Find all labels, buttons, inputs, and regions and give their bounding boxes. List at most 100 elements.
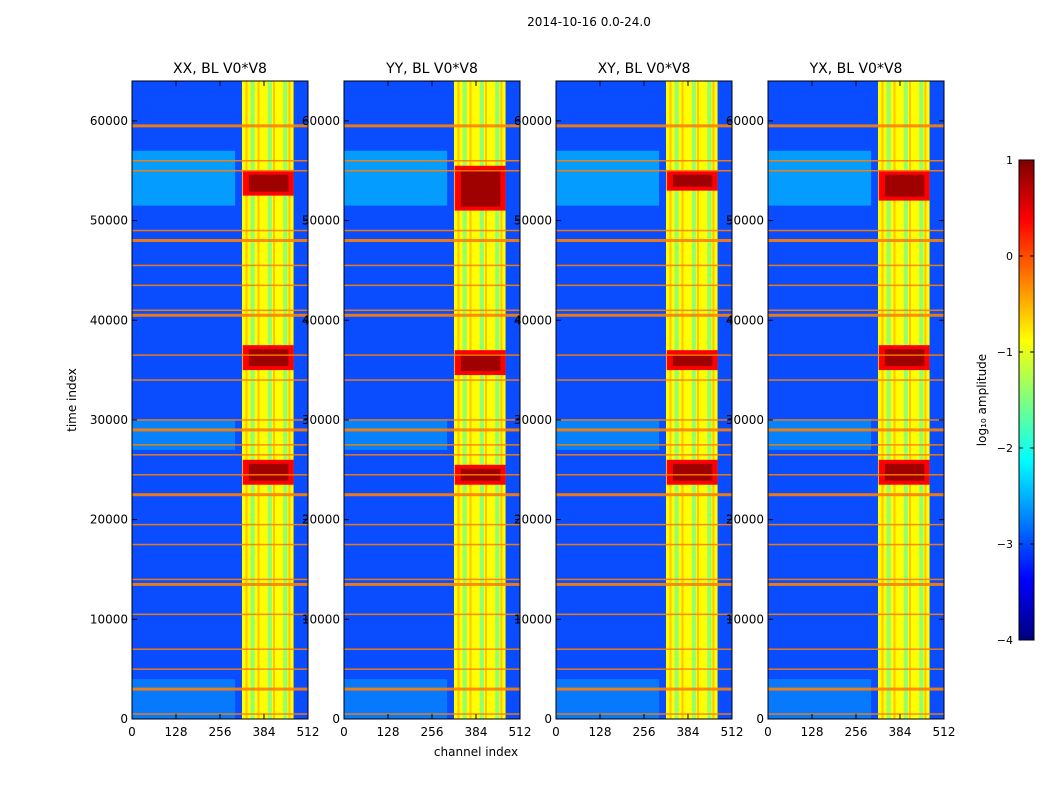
rfi-line	[556, 454, 732, 456]
panel-title: YX, BL V0*V8	[809, 61, 903, 77]
panel-xy: XY, BL V0*V8 0 128 256 384 512 0 10000 20000 300…	[514, 61, 744, 739]
rfi-line	[344, 124, 520, 128]
rfi-line	[768, 582, 944, 586]
channel-stripe	[881, 81, 884, 719]
y-tick-label: 50000	[302, 214, 340, 228]
rfi-line	[132, 239, 308, 242]
channel-stripe	[462, 81, 467, 719]
strong-band-core	[460, 169, 501, 207]
rfi-line	[132, 379, 308, 381]
y-tick-label: 60000	[726, 114, 764, 128]
cyan-patch	[344, 679, 448, 719]
rfi-line	[768, 309, 944, 312]
y-tick-label: 40000	[726, 313, 764, 327]
rfi-line	[132, 160, 308, 162]
rfi-line	[768, 239, 944, 242]
y-tick-label: 40000	[90, 313, 128, 327]
rfi-line	[556, 264, 732, 267]
strong-band-core	[248, 463, 289, 481]
x-tick-label: 256	[209, 725, 232, 739]
rfi-line	[344, 687, 520, 691]
rfi-line	[344, 668, 520, 670]
rfi-line	[768, 668, 944, 670]
rfi-line	[344, 523, 520, 526]
rfi-line	[132, 543, 308, 546]
channel-stripe	[283, 81, 288, 719]
y-tick-label: 0	[120, 712, 128, 726]
x-tick-label: 0	[552, 725, 560, 739]
channel-stripe	[919, 81, 924, 719]
rfi-line	[556, 379, 732, 381]
heatmap-layer	[768, 81, 944, 719]
rfi-line	[344, 169, 520, 172]
rfi-line	[344, 493, 520, 497]
rfi-line	[344, 648, 520, 650]
x-tick-label: 512	[721, 725, 744, 739]
rfi-line	[768, 419, 944, 421]
y-tick-label: 10000	[302, 612, 340, 626]
rfi-line	[132, 687, 308, 691]
x-tick-label: 0	[340, 725, 348, 739]
rfi-line	[344, 229, 520, 232]
x-axis-label: channel index	[434, 745, 518, 759]
y-tick-label: 0	[756, 712, 764, 726]
y-tick-label: 20000	[90, 513, 128, 527]
strong-band-core	[672, 463, 713, 481]
rfi-line	[768, 284, 944, 287]
figure-title: 2014-10-16 0.0-24.0	[527, 15, 651, 29]
y-tick-label: 50000	[514, 214, 552, 228]
y-tick-label: 40000	[514, 313, 552, 327]
rfi-line	[132, 668, 308, 670]
rfi-line	[768, 354, 944, 356]
axis-ticks: 0 128 256 384 512 0 10000 20000 30000 40000 50000 6…	[90, 81, 319, 739]
channel-stripe	[484, 81, 487, 719]
rfi-line	[556, 578, 732, 581]
x-tick-label: 384	[465, 725, 488, 739]
channel-stripe	[457, 81, 460, 719]
x-tick-label: 128	[801, 725, 824, 739]
channel-stripe	[707, 81, 712, 719]
rfi-line	[556, 687, 732, 691]
rfi-line	[344, 428, 520, 432]
y-tick-label: 30000	[302, 413, 340, 427]
x-tick-label: 128	[165, 725, 188, 739]
rfi-line	[132, 578, 308, 581]
rfi-line	[132, 229, 308, 232]
rfi-line	[556, 582, 732, 586]
y-tick-label: 10000	[726, 612, 764, 626]
y-tick-label: 30000	[90, 413, 128, 427]
rfi-line	[768, 229, 944, 232]
rfi-line	[556, 169, 732, 172]
y-tick-label: 40000	[302, 313, 340, 327]
rfi-line	[344, 379, 520, 381]
rfi-line	[556, 313, 732, 317]
rfi-line	[344, 419, 520, 421]
rfi-line	[132, 428, 308, 432]
channel-stripe	[691, 81, 696, 719]
y-tick-label: 50000	[90, 214, 128, 228]
x-tick-label: 256	[845, 725, 868, 739]
channel-stripe	[712, 81, 715, 719]
rfi-line	[556, 613, 732, 616]
y-tick-label: 60000	[90, 114, 128, 128]
rfi-line	[132, 648, 308, 650]
rfi-line	[768, 648, 944, 650]
rfi-line	[768, 454, 944, 456]
x-tick-label: 128	[377, 725, 400, 739]
channel-stripe	[669, 81, 672, 719]
heatmap-layer	[556, 81, 732, 719]
rfi-line	[344, 474, 520, 476]
rfi-line	[344, 160, 520, 162]
rfi-line	[132, 444, 308, 446]
heatmap-layer	[344, 81, 520, 719]
rfi-line	[556, 444, 732, 446]
rfi-line	[768, 613, 944, 616]
rfi-line	[556, 309, 732, 312]
y-tick-label: 60000	[514, 114, 552, 128]
rfi-line	[768, 578, 944, 581]
rfi-line	[132, 474, 308, 476]
rfi-line	[556, 523, 732, 526]
x-tick-label: 512	[509, 725, 532, 739]
colorbar: 1 0 −1 −2 −3 −4 log₁₀ amplitude	[975, 154, 1035, 647]
